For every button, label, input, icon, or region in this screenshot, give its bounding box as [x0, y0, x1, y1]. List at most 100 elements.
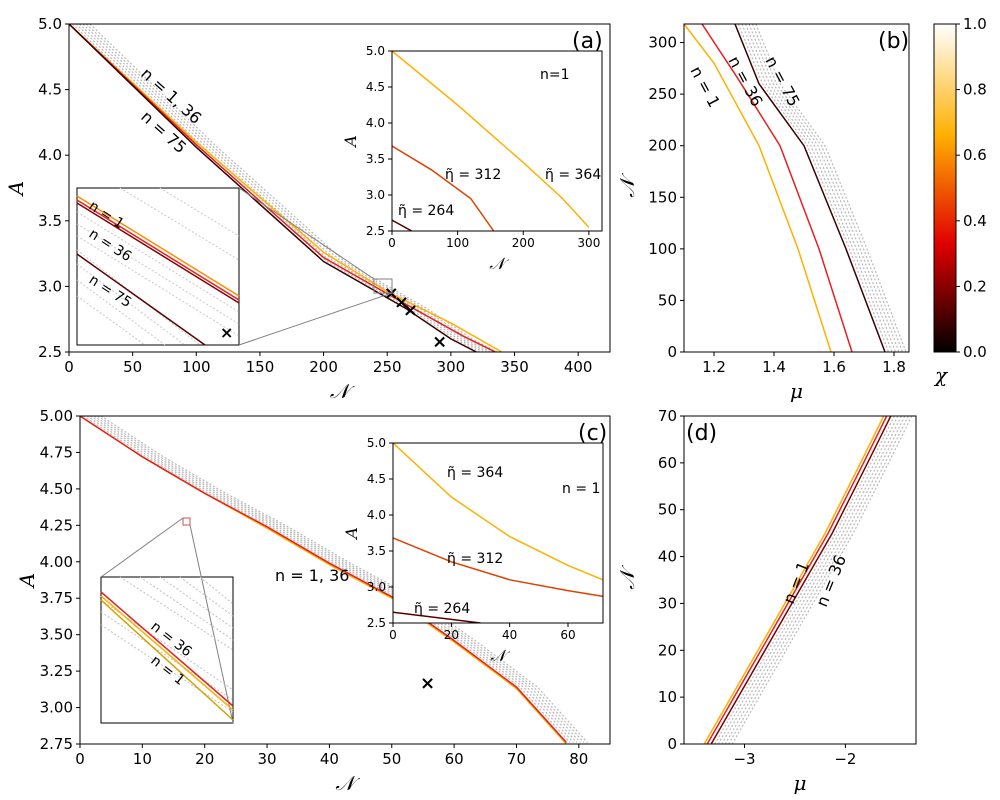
panel-d-ylabel: 𝒩	[615, 565, 639, 590]
panel-a-inset-series-1	[392, 145, 495, 231]
panel-c-inset-annotation: η̃ = 312	[447, 551, 503, 567]
panel-b-background-curve	[751, 24, 904, 352]
panel-c-inset: 0 20 40 60 2.5 3.0 3.5 4.0 4.5 5.0 𝒩 Aη̃ = 364 n = 1…	[342, 436, 604, 665]
panel-b-background-curve	[741, 24, 893, 352]
panel-a-y-tick-label: 4.5	[38, 81, 62, 99]
panel-b-series-2	[734, 24, 886, 352]
panel-d-y-tick-label: 70	[658, 407, 677, 425]
panel-c-x-tick-label: 20	[195, 750, 214, 768]
panel-a-x-tick-label: 350	[500, 358, 529, 376]
panel-a-inset-y-tick-label: 2.5	[366, 224, 385, 238]
panel-b-background-curve	[748, 24, 900, 352]
panel-c-y-tick-label: 3.75	[40, 589, 73, 607]
panel-c-inset-series-1	[393, 537, 603, 598]
panel-c-y-tick-label: 4.00	[40, 553, 73, 571]
panel-c-x-tick-label: 10	[133, 750, 152, 768]
panel-a-inset-axes-frame	[391, 50, 603, 232]
panel-c-background-curve	[100, 416, 588, 743]
panel-c-y-tick-label: 4.25	[40, 516, 73, 534]
panel-c-y-tick-label: 2.75	[40, 735, 73, 753]
panel-c-annotation: n = 1, 36	[275, 566, 349, 585]
panel-a-inset-y-tick-label: 4.0	[366, 116, 385, 130]
panel-b-y-tick-label: 300	[648, 34, 677, 52]
panel-d-series-0	[703, 416, 885, 744]
panel-a-inset-y-tick-label: 3.5	[366, 152, 385, 166]
panel-b-background-curve	[744, 24, 897, 352]
panel-c-ylabel: A	[15, 573, 39, 589]
zoom-inset-a: n = 1 n = 36 n = 75 ×	[76, 187, 393, 346]
panel-a-inset-x-tick-label: 0	[388, 236, 396, 250]
panel-c-y-tick-label: 3.25	[40, 662, 73, 680]
panel-c-x-tick-label: 30	[258, 750, 277, 768]
panel-a-inset-annotation: η̃ = 312	[445, 167, 501, 183]
panel-b-y-tick-label: 150	[648, 188, 677, 206]
panel-c-background-curve	[97, 416, 585, 743]
panel-c-x-tick-label: 0	[75, 750, 85, 768]
panel-a-ylabel: A	[4, 181, 28, 197]
panel-a-series-1	[69, 24, 496, 352]
colorbar-tick-label: 0.0	[963, 343, 987, 361]
zoom-inset-c: n = 36 n = 1	[100, 517, 234, 724]
panel-c-inset-x-tick-label: 60	[560, 628, 575, 642]
panel-c-label: (c)	[578, 421, 607, 446]
panel-c-inset-y-tick-label: 3.0	[367, 580, 386, 594]
panel-a-axes-frame	[68, 23, 611, 353]
panel-c-inset-annotation: n = 1	[562, 481, 600, 497]
panel-c-background-curve	[86, 416, 574, 743]
panel-b-ylabel: 𝒩	[615, 173, 639, 198]
panel-a-inset-series-2	[392, 219, 413, 231]
panel-b-y-tick-label: 50	[658, 291, 677, 309]
panel-d-y-tick-label: 30	[658, 594, 677, 612]
panel-a-inset-y-tick-label: 4.5	[366, 80, 385, 94]
panel-c-inset-y-tick-label: 2.5	[367, 616, 386, 630]
panel-a-inset-y-tick-label: 5.0	[366, 44, 385, 58]
panel-c-axes-frame	[79, 415, 611, 745]
panel-a-x-tick-label: 400	[564, 358, 593, 376]
panel-a-y-tick-label: 4.0	[38, 146, 62, 164]
panel-a-x-tick-label: 300	[437, 358, 466, 376]
panel-d-y-tick-label: 0	[667, 735, 677, 753]
panel-a-inset: 0 100 200 300 2.5 3.0 3.5 4.0 4.5 5.0 𝒩 An=1 η̃ = 31…	[341, 44, 603, 273]
panel-d-y-tick-label: 20	[658, 641, 677, 659]
panel-d-series-2	[710, 416, 892, 744]
panel-b-x-tick-label: 1.4	[762, 358, 786, 376]
panel-c-inset-y-tick-label: 3.5	[367, 544, 386, 558]
panel-c-xlabel: 𝒩	[335, 771, 360, 795]
panel-c-inset-plot-area	[393, 443, 603, 623]
panel-d-y-tick-label: 60	[658, 454, 677, 472]
panel-a-x-tick-label: 150	[246, 358, 275, 376]
panel-a-xlabel: 𝒩	[330, 379, 355, 403]
panel-b-y-tick-label: 250	[648, 85, 677, 103]
panel-c-inset-x-tick-label: 0	[389, 628, 397, 642]
zoom-a-x-marker: ×	[220, 323, 233, 342]
panel-c-y-tick-label: 4.50	[40, 480, 73, 498]
panel-c-inset-y-tick-label: 5.0	[367, 436, 386, 450]
panel-a-x-tick-label: 100	[182, 358, 211, 376]
panel-a-inset-annotation: η̃ = 264	[398, 203, 454, 219]
panel-d-axes-frame	[683, 415, 917, 745]
panel-d-series-1	[706, 416, 888, 744]
panel-a-x-marker: ×	[394, 292, 409, 313]
panel-b-x-tick-label: 1.2	[702, 358, 726, 376]
panel-b-series-0	[684, 24, 832, 352]
colorbar-tick-label: 1.0	[963, 15, 987, 33]
panel-a-label: (a)	[572, 29, 603, 54]
panel-b-y-tick-label: 200	[648, 137, 677, 155]
panel-a-inset-xlabel: 𝒩	[489, 254, 509, 273]
panel-c-y-tick-label: 3.50	[40, 626, 73, 644]
panel-a-x-marker: ×	[403, 300, 418, 321]
colorbar-label: χ	[933, 363, 949, 387]
panel-c-y-tick-label: 5.00	[40, 407, 73, 425]
panel-b-background-curve	[755, 24, 907, 352]
panel-a-y-tick-label: 3.5	[38, 212, 62, 230]
panel-c-inset-x-tick-label: 20	[444, 628, 459, 642]
panel-c-x-tick-label: 40	[320, 750, 339, 768]
panel-b-xlabel: μ	[790, 379, 803, 403]
panel-a-series-2	[69, 24, 477, 352]
panel-c-series-1	[80, 416, 567, 744]
panel-a-x-tick-label: 200	[309, 358, 338, 376]
panel-c-background-curve	[83, 416, 571, 743]
panel-b-axes-frame	[683, 23, 910, 353]
panel-c-inset-ylabel: A	[342, 527, 361, 541]
